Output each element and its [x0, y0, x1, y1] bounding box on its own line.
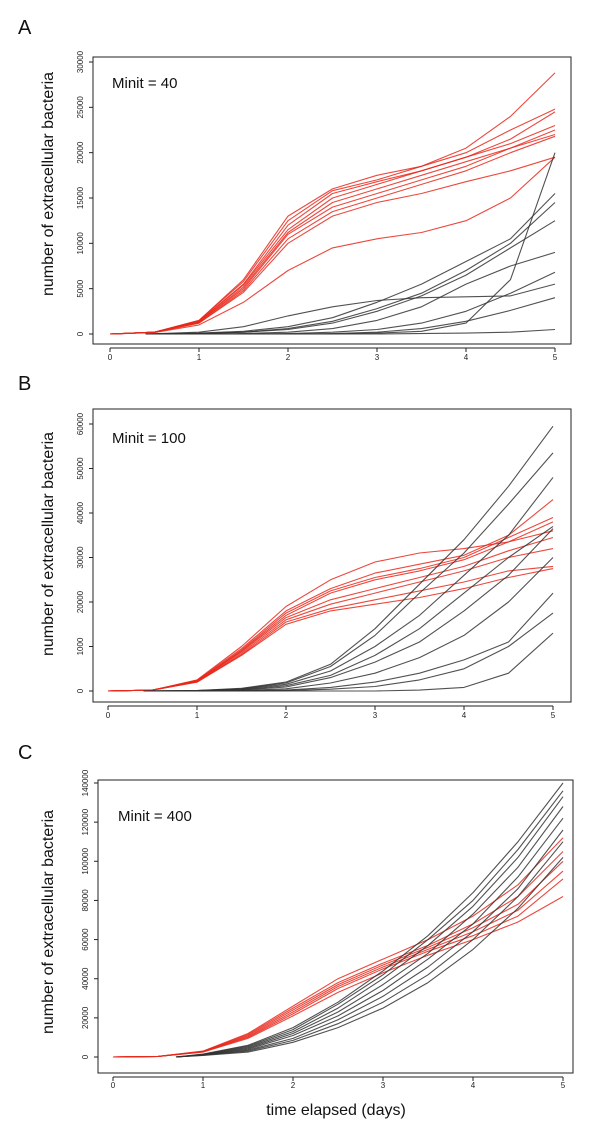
series-line-black	[175, 817, 564, 1058]
series-line-red	[109, 108, 556, 335]
x-tick-label: 0	[108, 353, 113, 362]
y-tick-label: 30000	[76, 546, 85, 569]
panel-b: B number of extracellular bacteria Minit…	[18, 373, 572, 720]
plot-frame-c	[97, 779, 574, 1074]
y-axis-a: 0 5000 10000 15000 20000 25000 30000	[76, 50, 93, 336]
series-line-red	[109, 72, 556, 335]
x-axis-a: 0 1 2 3 4 5	[108, 347, 558, 362]
x-tick-label: 4	[462, 711, 467, 720]
series-line-black	[143, 528, 554, 692]
panel-a: A number of extracellular bacteria Minit…	[18, 17, 572, 362]
y-tick-label: 20000	[76, 141, 85, 164]
y-tick-label: 15000	[76, 186, 85, 209]
series-line-black	[143, 425, 554, 692]
y-tick-label: 10000	[76, 232, 85, 255]
series-line-black	[145, 152, 556, 335]
y-tick-label: 100000	[81, 847, 90, 874]
panel-letter-c: C	[18, 742, 32, 764]
y-tick-label: 1000	[76, 637, 85, 655]
series-line-black	[143, 632, 554, 692]
series-line-black	[175, 806, 564, 1058]
x-tick-label: 2	[291, 1081, 296, 1090]
y-tick-label: 5000	[76, 279, 85, 297]
minit-annotation-c: Minit = 400	[118, 808, 192, 825]
series-line-red	[109, 135, 556, 335]
x-tick-label: 5	[551, 711, 556, 720]
series-line-black	[145, 328, 556, 335]
panel-letter-b: B	[18, 373, 31, 395]
y-tick-label: 60000	[81, 928, 90, 951]
series-line-black	[175, 841, 564, 1058]
series-line-red	[107, 568, 554, 692]
series-line-red	[109, 133, 556, 335]
series-line-black	[175, 857, 564, 1058]
x-axis-label: time elapsed (days)	[266, 1102, 406, 1119]
minit-annotation-b: Minit = 100	[112, 430, 186, 447]
plot-frame-a	[92, 56, 572, 345]
x-tick-label: 2	[286, 353, 291, 362]
plot-frame-b	[92, 408, 572, 703]
series-line-red	[109, 124, 556, 335]
series-line-red	[112, 896, 564, 1058]
series-line-black	[145, 283, 556, 335]
minit-annotation-a: Minit = 40	[112, 75, 177, 92]
x-tick-label: 5	[561, 1081, 566, 1090]
x-tick-label: 3	[381, 1081, 386, 1090]
series-line-red	[109, 156, 556, 335]
y-tick-label: 20000	[81, 1006, 90, 1029]
y-tick-label: 50000	[76, 457, 85, 480]
series-line-black	[145, 271, 556, 335]
series-line-black	[175, 790, 564, 1058]
series-line-black	[145, 220, 556, 335]
y-tick-label: 0	[76, 688, 85, 693]
x-tick-label: 2	[284, 711, 289, 720]
series-group-b	[107, 425, 554, 692]
y-tick-label: 40000	[81, 967, 90, 990]
y-tick-label: 30000	[76, 50, 85, 73]
y-tick-label: 40000	[76, 501, 85, 524]
y-tick-label: 60000	[76, 412, 85, 435]
x-tick-label: 5	[553, 353, 558, 362]
y-tick-label: 0	[76, 331, 85, 336]
y-axis-b: 0 1000 20000 30000 40000 50000 60000	[76, 412, 93, 693]
y-tick-label: 120000	[81, 808, 90, 835]
series-line-red	[107, 548, 554, 692]
x-axis-c: 0 1 2 3 4 5	[111, 1076, 566, 1090]
series-line-red	[107, 536, 554, 692]
series-line-black	[145, 251, 556, 335]
y-axis-label-a: number of extracellular bacteria	[40, 72, 57, 296]
x-tick-label: 3	[375, 353, 380, 362]
y-tick-label: 20000	[76, 590, 85, 613]
x-tick-label: 0	[111, 1081, 116, 1090]
x-tick-label: 0	[106, 711, 111, 720]
y-axis-c: 0 20000 40000 60000 80000 100000 120000 140000	[81, 769, 98, 1059]
series-line-black	[145, 193, 556, 335]
y-tick-label: 80000	[81, 889, 90, 912]
series-line-black	[143, 477, 554, 692]
series-group-a	[109, 72, 556, 335]
panel-c: C number of extracellular bacteria Minit…	[18, 742, 574, 1090]
x-tick-label: 4	[464, 353, 469, 362]
y-axis-label-c: number of extracellular bacteria	[40, 810, 57, 1034]
y-tick-label: 0	[81, 1054, 90, 1059]
y-tick-label: 25000	[76, 96, 85, 119]
x-tick-label: 3	[373, 711, 378, 720]
y-tick-label: 140000	[81, 769, 90, 796]
x-axis-b: 0 1 2 3 4 5	[106, 705, 556, 720]
x-tick-label: 1	[201, 1081, 206, 1090]
series-group-c	[112, 782, 564, 1058]
series-line-red	[112, 870, 564, 1058]
series-line-red	[109, 129, 556, 335]
series-line-black	[175, 796, 564, 1058]
x-tick-label: 1	[197, 353, 202, 362]
series-line-red	[109, 156, 556, 335]
y-axis-label-b: number of extracellular bacteria	[40, 432, 57, 656]
panel-letter-a: A	[18, 17, 32, 39]
series-line-red	[107, 565, 554, 692]
x-tick-label: 4	[471, 1081, 476, 1090]
x-tick-label: 1	[195, 711, 200, 720]
series-line-red	[112, 878, 564, 1058]
